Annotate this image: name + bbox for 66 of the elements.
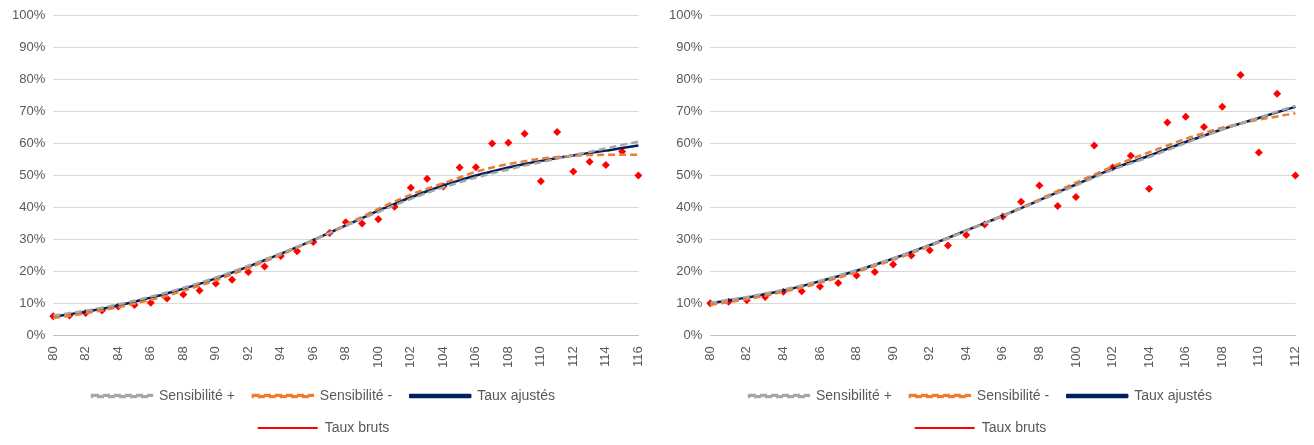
y-tick-label: 50%: [19, 167, 46, 183]
y-tick-label: 50%: [676, 167, 703, 183]
x-tick-label: 88: [174, 346, 190, 361]
y-tick-label: 20%: [676, 262, 703, 278]
x-tick-label: 106: [1177, 346, 1193, 369]
x-tick-label: 94: [957, 346, 973, 361]
legend-label: Sensibilité +: [158, 386, 235, 403]
y-tick-label: 30%: [676, 231, 703, 247]
legend-label: Sensibilité -: [319, 386, 393, 403]
legend-label: Sensibilité +: [815, 386, 892, 403]
x-tick-label: 98: [337, 346, 353, 361]
legend-label: Taux ajustés: [477, 386, 556, 403]
x-tick-label: 104: [434, 346, 450, 369]
x-tick-label: 112: [1286, 346, 1302, 368]
y-tick-label: 10%: [19, 294, 46, 310]
x-tick-label: 92: [921, 346, 937, 361]
y-tick-label: 90%: [676, 39, 703, 55]
legend-label: Sensibilité -: [976, 386, 1050, 403]
legend-label: Taux ajustés: [1134, 386, 1213, 403]
x-tick-label: 98: [1030, 346, 1046, 361]
x-tick-label: 82: [77, 346, 93, 361]
y-tick-label: 90%: [19, 39, 46, 55]
x-tick-label: 102: [1104, 346, 1120, 369]
legend-label: Taux bruts: [981, 418, 1047, 435]
x-tick-label: 110: [532, 346, 548, 368]
x-tick-label: 84: [109, 346, 125, 361]
x-tick-label: 108: [499, 346, 515, 369]
x-tick-label: 80: [701, 346, 717, 361]
x-tick-label: 84: [774, 346, 790, 361]
y-tick-label: 0%: [683, 326, 703, 342]
y-tick-label: 10%: [676, 294, 703, 310]
x-tick-label: 90: [207, 346, 223, 361]
x-tick-label: 104: [1140, 346, 1156, 369]
y-tick-label: 60%: [676, 135, 703, 151]
y-tick-label: 70%: [676, 103, 703, 119]
x-tick-label: 108: [1213, 346, 1229, 369]
x-tick-label: 92: [239, 346, 255, 361]
y-tick-label: 20%: [19, 262, 46, 278]
x-tick-label: 112: [564, 346, 580, 368]
x-tick-label: 88: [848, 346, 864, 361]
y-tick-label: 60%: [19, 135, 46, 151]
y-tick-label: 0%: [26, 326, 46, 342]
x-tick-label: 102: [402, 346, 418, 369]
x-tick-label: 86: [142, 346, 158, 361]
x-tick-label: 90: [884, 346, 900, 361]
x-tick-label: 100: [1067, 346, 1083, 369]
x-tick-label: 96: [994, 346, 1010, 361]
x-tick-label: 110: [1250, 346, 1266, 368]
legend-label: Taux bruts: [324, 418, 390, 435]
x-tick-label: 86: [811, 346, 827, 361]
y-tick-label: 100%: [669, 7, 703, 23]
x-tick-label: 82: [738, 346, 754, 361]
y-tick-label: 100%: [12, 7, 46, 23]
y-tick-label: 80%: [19, 71, 46, 87]
y-tick-label: 70%: [19, 103, 46, 119]
x-tick-label: 96: [304, 346, 320, 361]
x-tick-label: 106: [467, 346, 483, 369]
x-tick-label: 94: [272, 346, 288, 361]
y-tick-label: 40%: [19, 199, 46, 215]
x-tick-label: 116: [629, 346, 645, 368]
x-tick-label: 114: [597, 346, 613, 368]
x-tick-label: 100: [369, 346, 385, 369]
y-tick-label: 80%: [676, 71, 703, 87]
y-tick-label: 30%: [19, 231, 46, 247]
y-tick-label: 40%: [676, 199, 703, 215]
x-tick-label: 80: [44, 346, 60, 361]
